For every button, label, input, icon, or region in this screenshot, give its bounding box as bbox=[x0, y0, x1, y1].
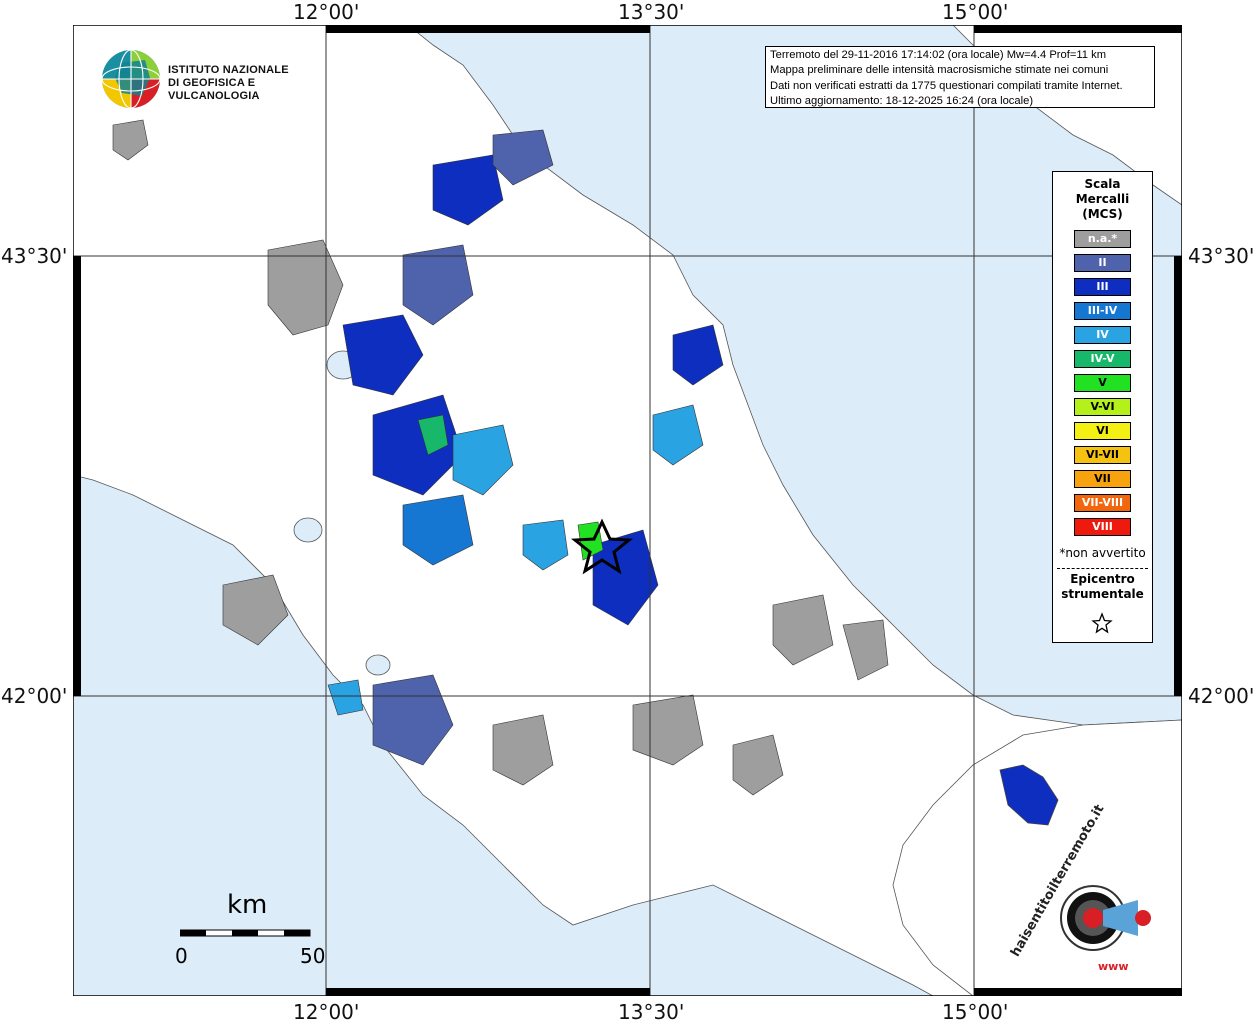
epicenter-label-line-2: strumentale bbox=[1061, 587, 1144, 601]
top-tick-label-1: 12°00' bbox=[293, 0, 360, 24]
legend-swatch-viii: VIII bbox=[1074, 518, 1131, 536]
legend-swatch-v-vi: V-VI bbox=[1074, 398, 1131, 416]
ingv-logo: ISTITUTO NAZIONALE DI GEOFISICA E VULCAN… bbox=[100, 48, 310, 110]
legend-swatch-iv: IV bbox=[1074, 326, 1131, 344]
top-tick-label-3: 15°00' bbox=[942, 0, 1009, 24]
event-info-box: Terremoto del 29-11-2016 17:14:02 (ora l… bbox=[765, 46, 1155, 108]
legend-separator bbox=[1057, 568, 1148, 569]
hsit-target-icon bbox=[1060, 885, 1151, 951]
legend-title-line-3: (MCS) bbox=[1082, 207, 1123, 221]
right-tick-label-1: 43°30' bbox=[1188, 244, 1255, 268]
legend-swatch-vii: VII bbox=[1074, 470, 1131, 488]
ingv-name: ISTITUTO NAZIONALE DI GEOFISICA E VULCAN… bbox=[168, 64, 310, 103]
legend-swatch-vi: VI bbox=[1074, 422, 1131, 440]
scale-bar-graphic bbox=[180, 929, 311, 937]
hsit-url-text: www bbox=[1098, 960, 1129, 973]
legend-swatch-v: V bbox=[1074, 374, 1131, 392]
bottom-tick-label-2: 13°30' bbox=[618, 1000, 685, 1024]
lake-bolsena bbox=[293, 517, 323, 543]
legend-title-line-2: Mercalli bbox=[1075, 192, 1130, 206]
graticule bbox=[73, 25, 1182, 996]
frame-ticks bbox=[73, 25, 1182, 996]
scale-min: 0 bbox=[175, 944, 188, 968]
event-info-line-1: Terremoto del 29-11-2016 17:14:02 (ora l… bbox=[770, 49, 1107, 61]
tyrrhenian-sea bbox=[73, 474, 934, 996]
epicenter-label-line-1: Epicentro bbox=[1070, 572, 1135, 586]
left-tick-label-1: 43°30' bbox=[1, 244, 68, 268]
right-tick-label-2: 42°00' bbox=[1188, 684, 1255, 708]
legend-swatch-iv-v: IV-V bbox=[1074, 350, 1131, 368]
intensity-legend: Scala Mercalli (MCS) n.a.* II III III-IV IV I… bbox=[1052, 171, 1153, 643]
ingv-name-line-2: DI GEOFISICA E VULCANOLOGIA bbox=[168, 77, 260, 102]
left-tick-label-2: 42°00' bbox=[1, 684, 68, 708]
intensity-map[interactable] bbox=[73, 25, 1182, 996]
legend-title-line-1: Scala bbox=[1084, 177, 1121, 191]
top-tick-label-2: 13°30' bbox=[618, 0, 685, 24]
island bbox=[999, 764, 1059, 826]
legend-swatch-vi-vii: VI-VII bbox=[1074, 446, 1131, 464]
hsit-logo[interactable]: haisentitoilterremoto.it www bbox=[1008, 802, 1168, 990]
event-info-line-2: Mappa preliminare delle intensità macros… bbox=[770, 64, 1109, 77]
epicenter-star-icon[interactable] bbox=[570, 518, 634, 575]
legend-star-icon bbox=[1091, 612, 1113, 634]
scale-max: 50 bbox=[300, 944, 326, 968]
bottom-tick-label-3: 15°00' bbox=[942, 1000, 1009, 1024]
legend-note: *non avvertito bbox=[1059, 546, 1146, 560]
event-info-line-4: Ultimo aggiornamento: 18-12-2025 16:24 (… bbox=[770, 94, 1034, 107]
ingv-globe-icon bbox=[101, 49, 161, 109]
legend-swatch-n-a: n.a.* bbox=[1074, 230, 1131, 248]
event-info-line-3: Dati non verificati estratti da 1775 que… bbox=[770, 79, 1123, 92]
ingv-name-line-1: ISTITUTO NAZIONALE bbox=[168, 64, 289, 76]
bottom-tick-label-1: 12°00' bbox=[293, 1000, 360, 1024]
scale-unit: km bbox=[227, 890, 268, 920]
legend-swatch-ii: II bbox=[1074, 254, 1131, 272]
legend-swatch-iii: III bbox=[1074, 278, 1131, 296]
legend-swatch-vii-viii: VII-VIII bbox=[1074, 494, 1131, 512]
legend-swatch-iii-iv: III-IV bbox=[1074, 302, 1131, 320]
scale-bar: km 0 50 bbox=[160, 890, 340, 970]
lake-bracciano bbox=[365, 654, 391, 676]
municipality-patches bbox=[112, 119, 889, 796]
